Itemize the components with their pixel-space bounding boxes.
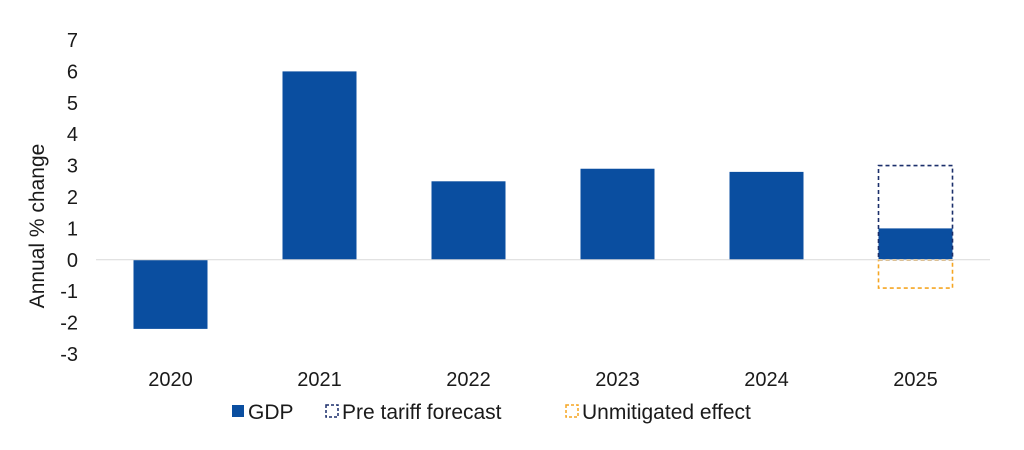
legend: GDP Pre tariff forecast Unmitigated effect (232, 401, 751, 424)
y-tick-label: 7 (67, 30, 78, 52)
y-tick-label: 2 (67, 187, 78, 209)
y-tick-label: -2 (60, 313, 78, 335)
y-tick-label: 3 (67, 156, 78, 178)
gdp-bar-2024 (729, 171, 804, 260)
y-axis-label: Annual % change (26, 144, 49, 309)
y-tick-label: -1 (60, 281, 78, 303)
pre-tariff-forecast-legend-label: Pre tariff forecast (342, 401, 502, 424)
unmitigated-effect-bar-2025 (877, 258, 954, 289)
gdp-bar-2025 (878, 228, 953, 260)
gdp-bar-2021 (282, 71, 357, 260)
gdp-bar-2022 (431, 181, 506, 260)
y-tick-label: 1 (67, 218, 78, 240)
x-tick-label: 2020 (148, 369, 193, 391)
x-axis-ticks: 2020 2021 2022 2023 2024 2025 (148, 369, 938, 391)
x-tick-label: 2021 (297, 369, 342, 391)
unmitigated-effect-legend-swatch (565, 404, 579, 418)
y-tick-label: 5 (67, 93, 78, 115)
y-tick-label: 0 (67, 250, 78, 272)
x-tick-label: 2024 (744, 369, 789, 391)
pre-tariff-forecast-legend-swatch (325, 404, 339, 418)
bars (133, 71, 954, 329)
gdp-bar-2020 (133, 259, 208, 329)
y-axis-ticks: 7 6 5 4 3 2 1 0 -1 -2 -3 (60, 30, 78, 366)
y-tick-label: -3 (60, 344, 78, 366)
unmitigated-effect-legend-label: Unmitigated effect (582, 401, 751, 424)
y-tick-label: 6 (67, 61, 78, 83)
x-tick-label: 2022 (446, 369, 491, 391)
gdp-legend-label: GDP (248, 401, 294, 424)
y-tick-label: 4 (67, 124, 78, 146)
x-tick-label: 2023 (595, 369, 640, 391)
x-tick-label: 2025 (893, 369, 938, 391)
gdp-legend-swatch (232, 405, 244, 417)
gdp-bar-2023 (580, 168, 655, 260)
